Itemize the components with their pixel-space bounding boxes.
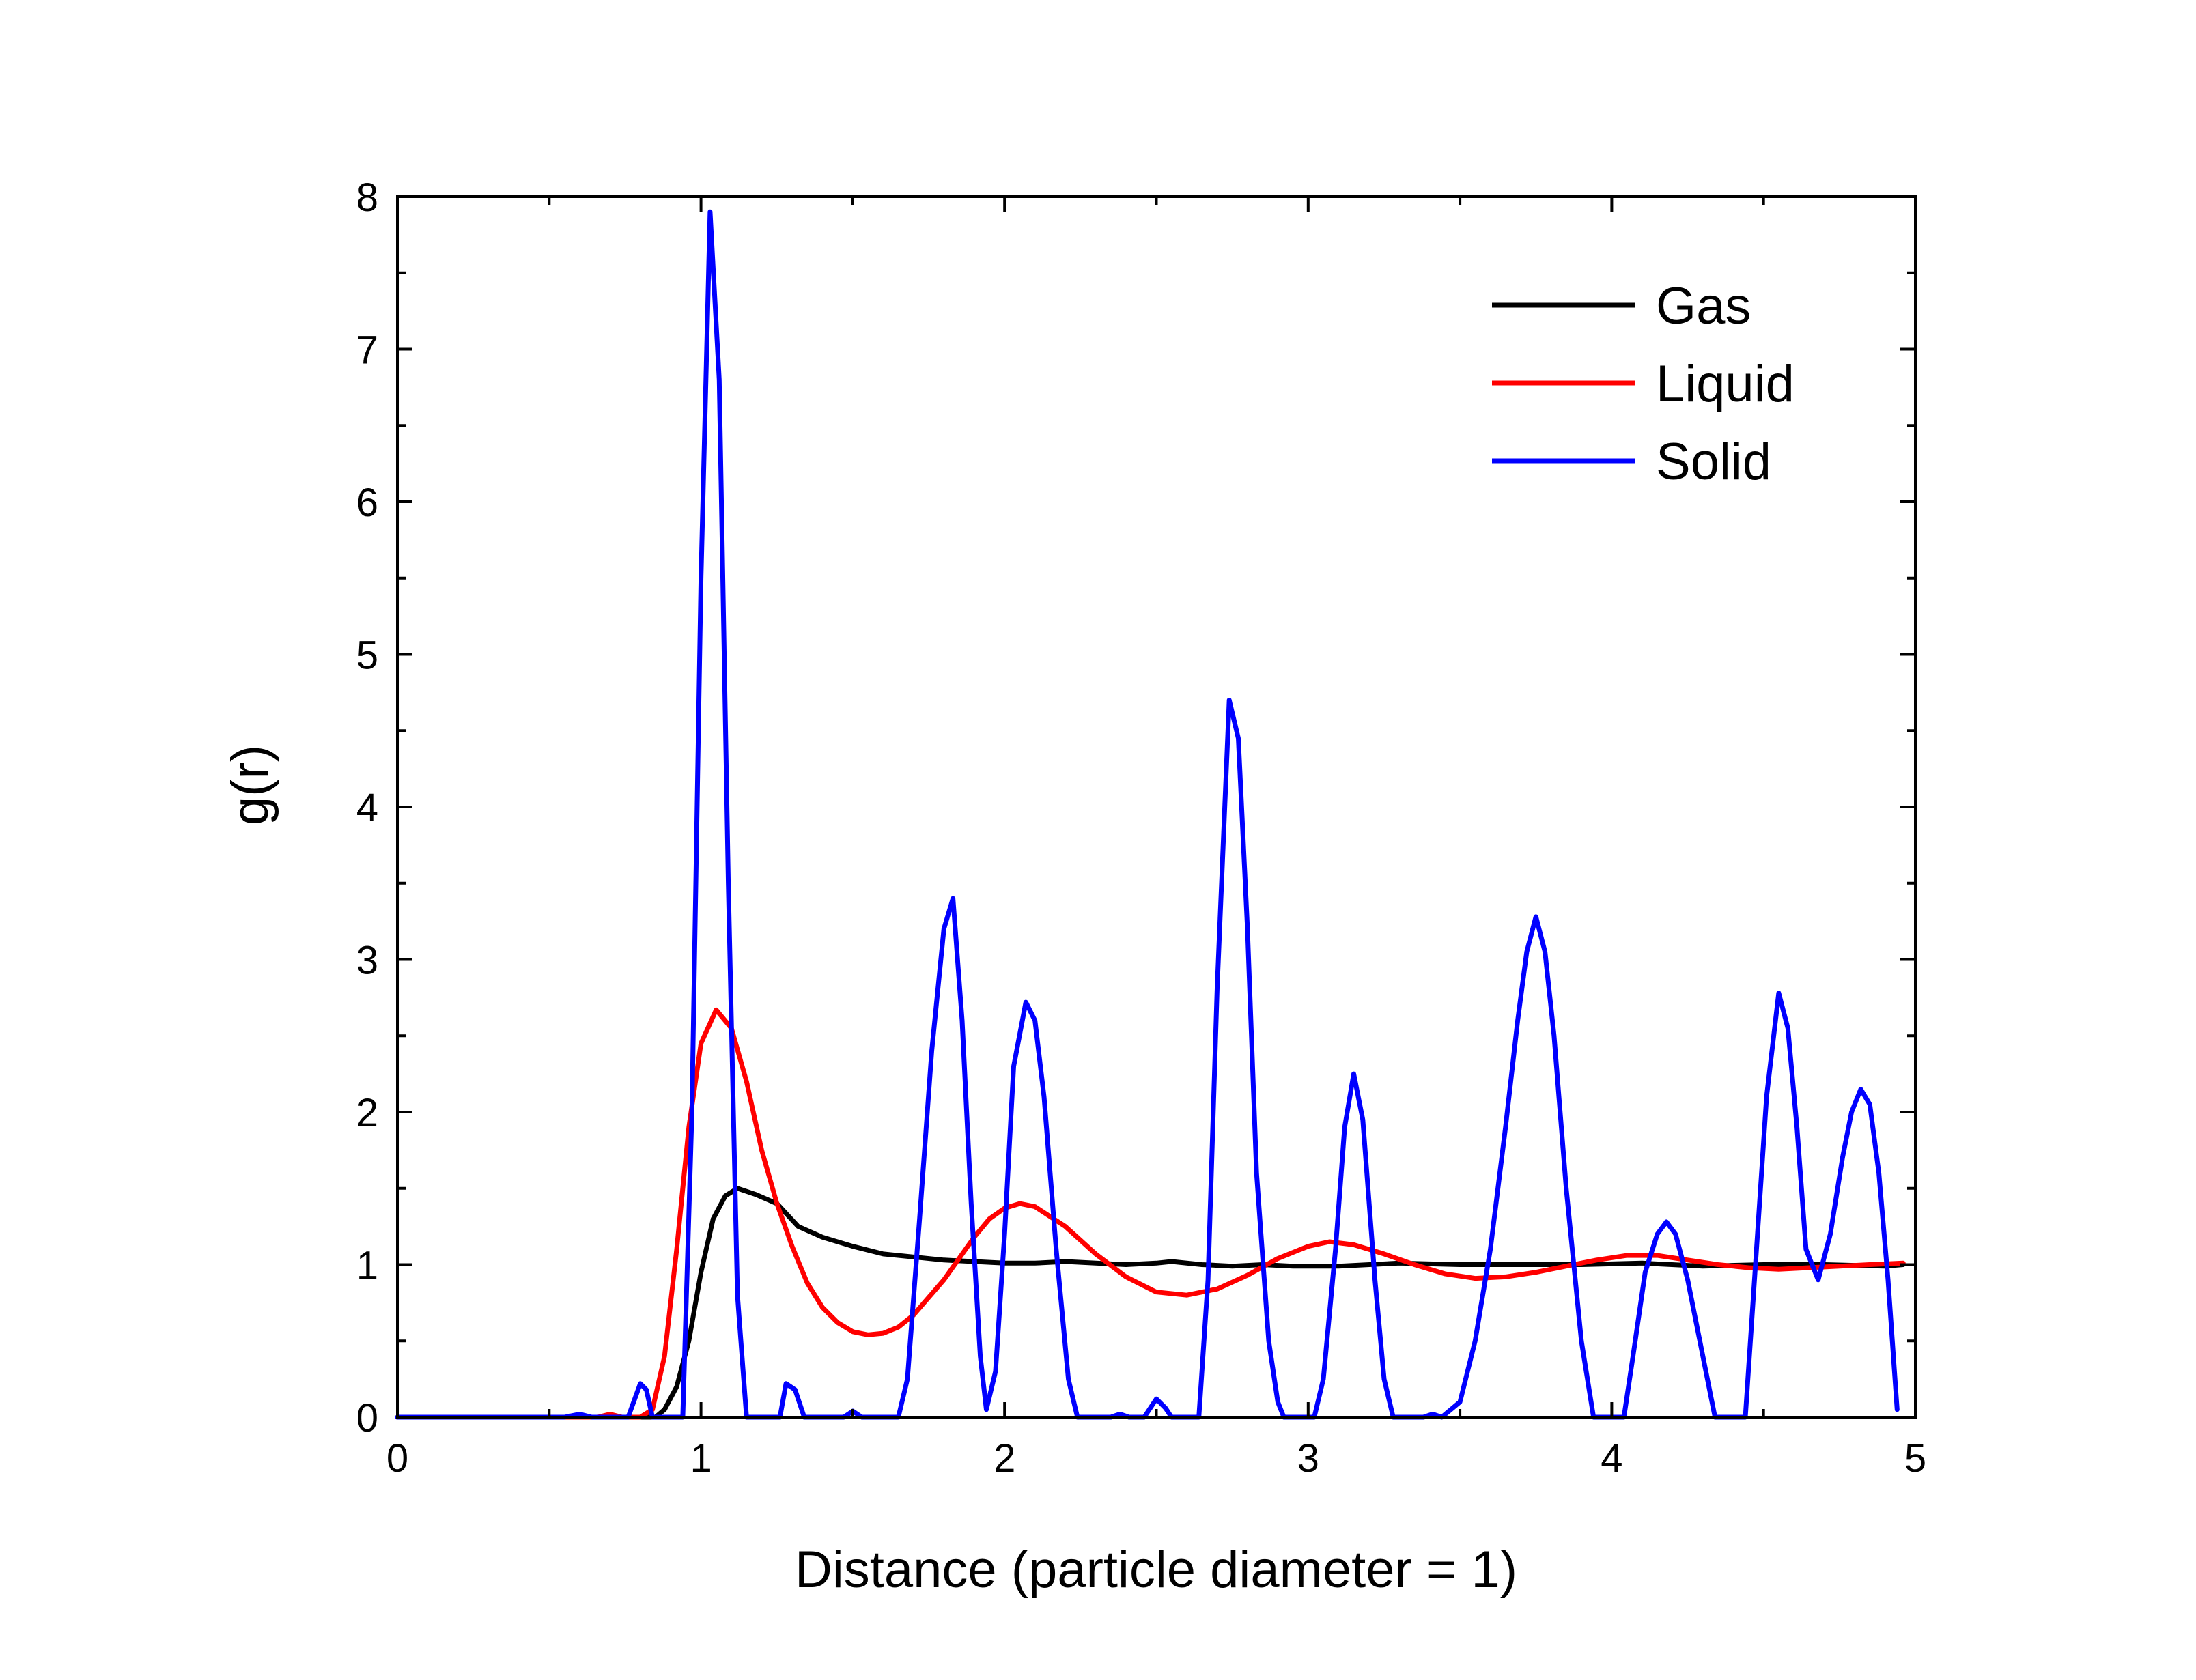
series-line-gas xyxy=(395,1186,1906,1420)
y-tick-label: 5 xyxy=(356,633,378,678)
x-tick-label: 0 xyxy=(386,1436,408,1481)
series-line-solid xyxy=(395,209,1900,1420)
legend-label-solid: Solid xyxy=(1656,433,1771,491)
x-tick-label: 5 xyxy=(1904,1436,1926,1481)
x-tick-label: 3 xyxy=(1297,1436,1319,1481)
y-tick-label: 7 xyxy=(356,328,378,373)
x-axis-title: Distance (particle diameter = 1) xyxy=(795,1541,1517,1599)
y-axis-title: g(r) xyxy=(221,745,279,825)
legend-label-liquid: Liquid xyxy=(1656,355,1794,413)
x-tick-label: 1 xyxy=(690,1436,712,1481)
y-tick-label: 0 xyxy=(356,1396,378,1440)
y-tick-label: 4 xyxy=(356,786,378,830)
y-tick-label: 3 xyxy=(356,939,378,983)
x-tick-label: 4 xyxy=(1601,1436,1622,1481)
y-tick-label: 8 xyxy=(356,175,378,220)
legend: Gas Liquid Solid xyxy=(1492,277,1794,491)
series-line-liquid xyxy=(395,1007,1906,1420)
series-layer xyxy=(395,209,1906,1420)
x-tick-label: 2 xyxy=(994,1436,1015,1481)
y-tick-label: 6 xyxy=(356,481,378,525)
legend-label-gas: Gas xyxy=(1656,277,1751,335)
axes-layer: 0 1 2 3 4 5 0 1 2 3 4 5 6 7 8 xyxy=(356,175,1926,1481)
y-tick-label: 1 xyxy=(356,1244,378,1288)
y-tick-label: 2 xyxy=(356,1091,378,1135)
